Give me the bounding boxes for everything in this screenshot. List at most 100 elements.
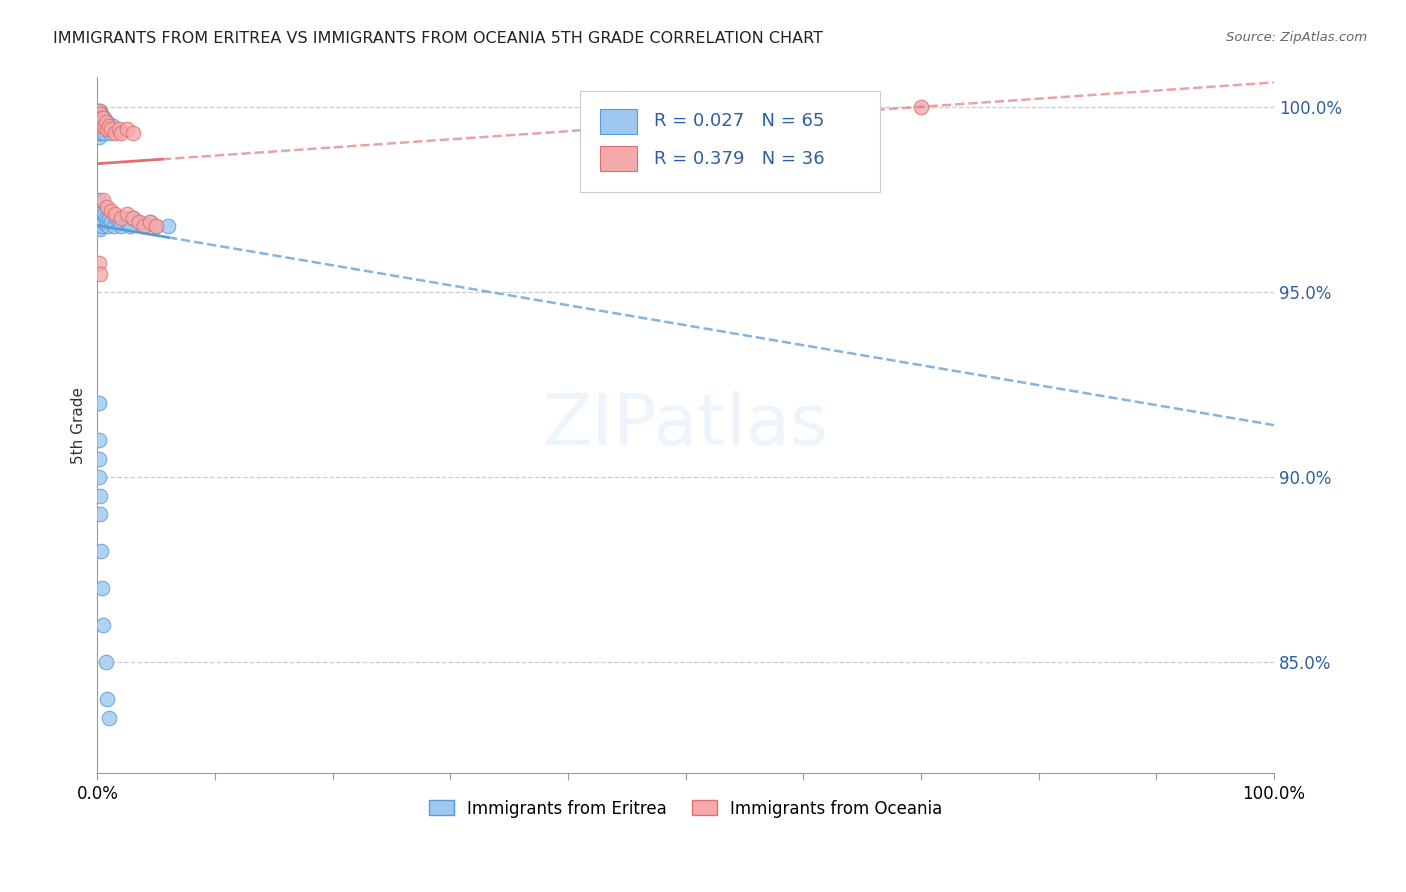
Point xyxy=(121,211,143,226)
Point xyxy=(86,103,108,118)
Point xyxy=(87,255,110,269)
Point xyxy=(90,107,112,121)
Point xyxy=(110,219,132,233)
Point xyxy=(89,267,111,281)
Point xyxy=(97,122,120,136)
Point xyxy=(121,211,143,226)
Point xyxy=(87,107,110,121)
Point xyxy=(93,119,115,133)
FancyBboxPatch shape xyxy=(579,91,880,193)
Point xyxy=(91,122,114,136)
Point xyxy=(104,126,127,140)
Point xyxy=(98,211,121,226)
Point xyxy=(104,207,127,221)
Point xyxy=(87,115,110,129)
Point xyxy=(91,115,114,129)
Point xyxy=(112,211,135,226)
Point xyxy=(98,119,121,133)
Text: R = 0.379   N = 36: R = 0.379 N = 36 xyxy=(654,150,824,168)
Point xyxy=(90,111,112,125)
Point xyxy=(96,122,118,136)
Point xyxy=(105,211,128,226)
Point xyxy=(89,126,111,140)
FancyBboxPatch shape xyxy=(600,109,637,134)
Point xyxy=(96,200,118,214)
Text: R = 0.027   N = 65: R = 0.027 N = 65 xyxy=(654,112,824,130)
Text: ZIPatlas: ZIPatlas xyxy=(543,391,828,460)
Point xyxy=(91,193,114,207)
Text: IMMIGRANTS FROM ERITREA VS IMMIGRANTS FROM OCEANIA 5TH GRADE CORRELATION CHART: IMMIGRANTS FROM ERITREA VS IMMIGRANTS FR… xyxy=(53,31,824,46)
Point xyxy=(87,115,110,129)
Point xyxy=(100,122,122,136)
Point xyxy=(91,618,114,632)
Point xyxy=(93,111,115,125)
Point xyxy=(100,122,122,136)
Point xyxy=(115,207,138,221)
Point xyxy=(115,215,138,229)
Point xyxy=(134,219,156,233)
Point xyxy=(89,489,111,503)
Point xyxy=(87,219,110,233)
Point xyxy=(121,126,143,140)
Point xyxy=(96,215,118,229)
Point xyxy=(90,119,112,133)
Point xyxy=(89,111,111,125)
Point xyxy=(134,219,156,233)
Point xyxy=(100,215,122,229)
Point xyxy=(96,115,118,129)
Point xyxy=(93,207,115,221)
Point xyxy=(910,100,932,114)
Point xyxy=(101,119,124,133)
Point xyxy=(103,219,125,233)
Point xyxy=(89,508,111,522)
Point xyxy=(94,211,117,226)
Point xyxy=(87,107,110,121)
Point xyxy=(87,451,110,466)
Point xyxy=(87,111,110,125)
Point xyxy=(93,126,115,140)
Point xyxy=(128,215,150,229)
Point xyxy=(87,215,110,229)
Point xyxy=(91,115,114,129)
Point xyxy=(89,119,111,133)
Point xyxy=(87,193,110,207)
Point xyxy=(87,111,110,125)
Point xyxy=(89,115,111,129)
Point xyxy=(156,219,179,233)
Point xyxy=(98,119,121,133)
Point xyxy=(87,111,110,125)
Point xyxy=(100,203,122,218)
Point xyxy=(851,100,873,114)
Legend: Immigrants from Eritrea, Immigrants from Oceania: Immigrants from Eritrea, Immigrants from… xyxy=(422,793,949,824)
Point xyxy=(87,126,110,140)
Point xyxy=(145,219,167,233)
Point xyxy=(110,211,132,226)
Point xyxy=(90,115,112,129)
Point xyxy=(120,219,142,233)
Point xyxy=(91,215,114,229)
Point xyxy=(87,396,110,410)
Point xyxy=(145,219,167,233)
Point xyxy=(89,207,111,221)
Point xyxy=(115,122,138,136)
Text: Source: ZipAtlas.com: Source: ZipAtlas.com xyxy=(1226,31,1367,45)
Point xyxy=(91,582,114,596)
Point xyxy=(107,215,129,229)
Point xyxy=(87,103,110,118)
Point xyxy=(89,103,111,118)
Point xyxy=(89,107,111,121)
Point xyxy=(87,107,110,121)
Point xyxy=(87,111,110,125)
Point xyxy=(616,100,638,114)
Point xyxy=(91,126,114,140)
Point xyxy=(96,692,118,706)
Point xyxy=(128,215,150,229)
Point xyxy=(94,115,117,129)
Point xyxy=(89,115,111,129)
Point xyxy=(87,203,110,218)
Point xyxy=(91,111,114,125)
Point xyxy=(87,470,110,484)
Point xyxy=(107,122,129,136)
Point xyxy=(91,111,114,125)
Point xyxy=(87,211,110,226)
